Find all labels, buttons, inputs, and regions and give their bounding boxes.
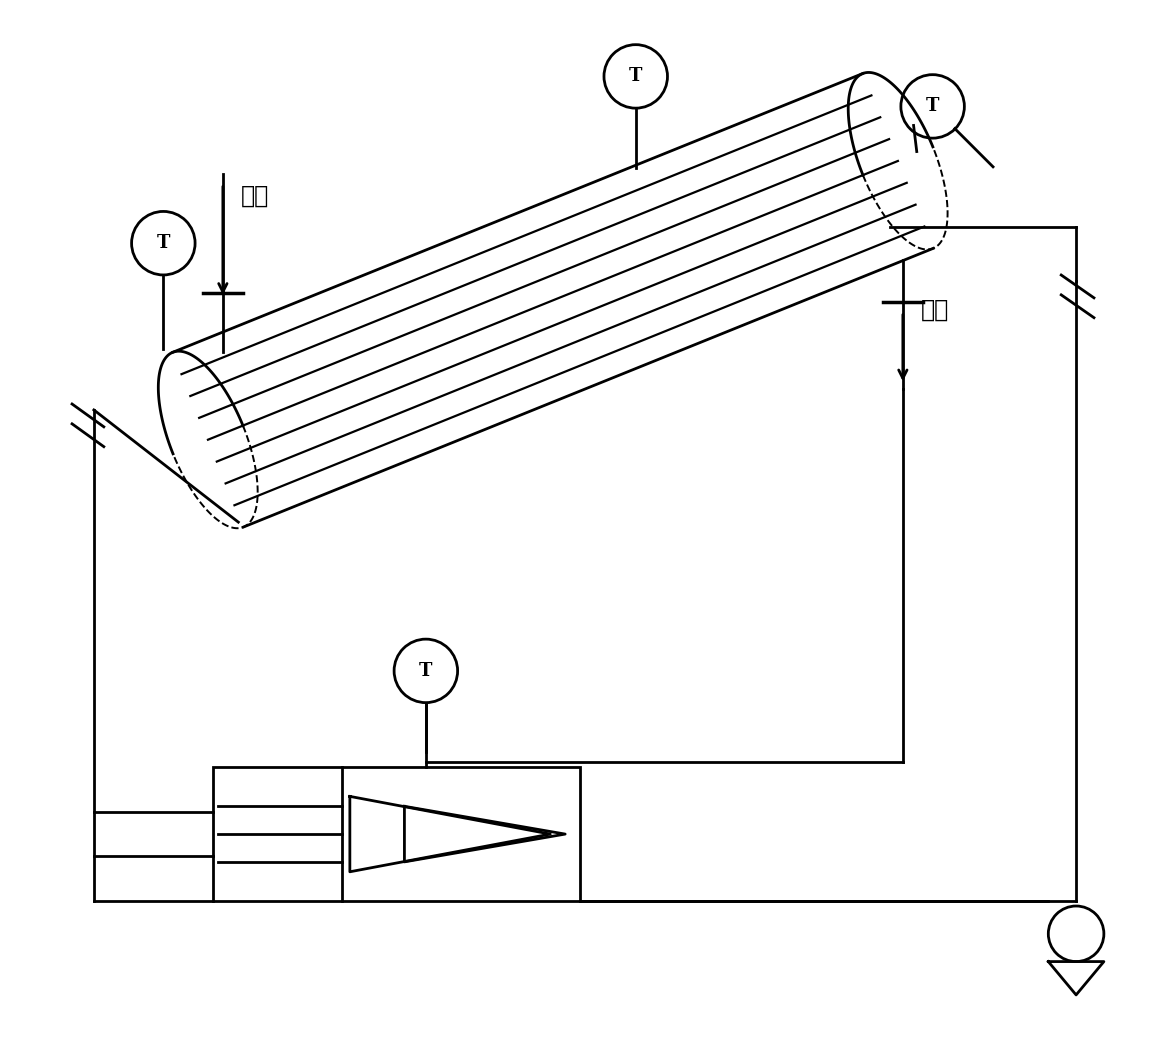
- Text: 出料: 出料: [920, 298, 948, 322]
- Bar: [213, 767, 580, 901]
- Text: T: T: [419, 662, 432, 680]
- Text: T: T: [926, 97, 939, 115]
- Text: T: T: [630, 68, 642, 86]
- Text: 进料: 进料: [241, 183, 269, 208]
- Text: T: T: [157, 234, 171, 252]
